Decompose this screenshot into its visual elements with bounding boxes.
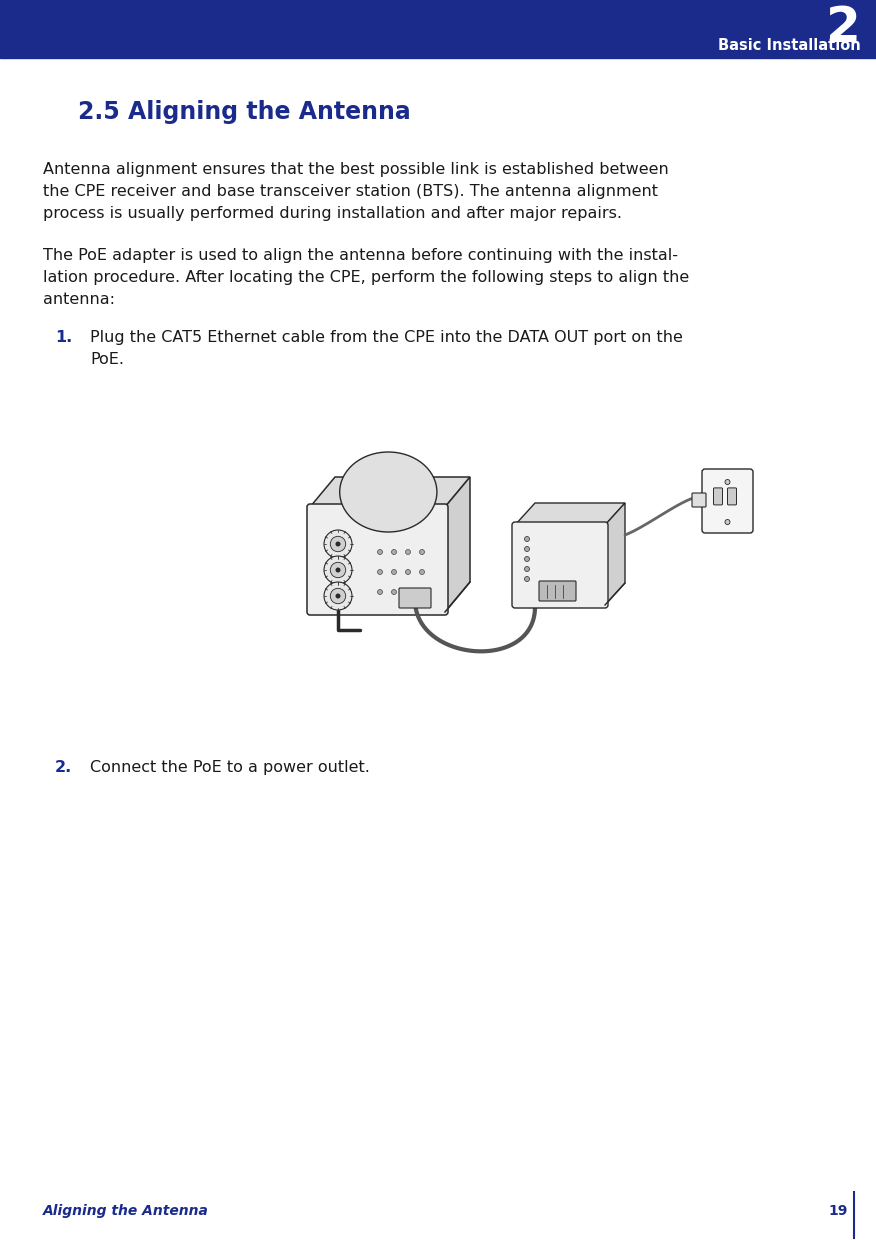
Bar [0, 0, 876, 58]
Circle shape [336, 542, 341, 547]
Circle shape [330, 536, 346, 552]
Circle shape [324, 582, 352, 610]
Text: 2: 2 [826, 4, 861, 52]
Text: 2.5 Aligning the Antenna: 2.5 Aligning the Antenna [78, 100, 411, 124]
Text: Basic Installation: Basic Installation [718, 38, 861, 53]
Text: antenna:: antenna: [43, 291, 115, 308]
Circle shape [525, 567, 529, 572]
Circle shape [420, 569, 425, 574]
FancyBboxPatch shape [539, 582, 576, 601]
Circle shape [324, 529, 352, 558]
Polygon shape [310, 477, 470, 507]
Circle shape [406, 589, 411, 594]
Text: Antenna alignment ensures that the best possible link is established between: Antenna alignment ensures that the best … [43, 162, 668, 177]
Text: Aligning the Antenna: Aligning the Antenna [43, 1204, 208, 1218]
Text: process is usually performed during installation and after major repairs.: process is usually performed during inst… [43, 206, 622, 221]
Text: Plug the CAT5 Ethernet cable from the CPE into the DATA OUT port on the: Plug the CAT5 Ethernet cable from the CP… [90, 330, 683, 345]
Circle shape [406, 549, 411, 554]
Circle shape [378, 569, 383, 574]
FancyBboxPatch shape [727, 487, 737, 505]
Circle shape [330, 562, 346, 578]
Circle shape [378, 589, 383, 594]
Polygon shape [515, 503, 625, 525]
Circle shape [324, 556, 352, 584]
Ellipse shape [340, 453, 437, 532]
FancyBboxPatch shape [307, 503, 448, 615]
FancyBboxPatch shape [399, 588, 431, 608]
Circle shape [406, 569, 411, 574]
Circle shape [392, 549, 397, 554]
Text: The PoE adapter is used to align the antenna before continuing with the instal-: The PoE adapter is used to align the ant… [43, 248, 678, 263]
Text: 1.: 1. [55, 330, 72, 345]
Circle shape [525, 577, 529, 582]
Circle shape [392, 569, 397, 574]
Polygon shape [605, 503, 625, 605]
Text: the CPE receiver and base transceiver station (BTS). The antenna alignment: the CPE receiver and base transceiver st… [43, 184, 658, 198]
Text: lation procedure. After locating the CPE, perform the following steps to align t: lation procedure. After locating the CPE… [43, 270, 689, 285]
Circle shape [378, 549, 383, 554]
Text: PoE.: PoE. [90, 352, 124, 367]
Circle shape [725, 520, 730, 525]
Circle shape [330, 588, 346, 604]
Polygon shape [445, 477, 470, 613]
Circle shape [525, 557, 529, 562]
FancyBboxPatch shape [512, 522, 608, 608]
Circle shape [725, 480, 730, 485]
FancyBboxPatch shape [702, 469, 753, 533]
Circle shape [420, 589, 425, 594]
Text: 2.: 2. [55, 760, 72, 775]
Circle shape [525, 547, 529, 552]
Circle shape [336, 594, 341, 599]
FancyBboxPatch shape [692, 494, 706, 507]
Text: 19: 19 [829, 1204, 848, 1218]
Circle shape [392, 589, 397, 594]
Circle shape [525, 537, 529, 542]
Circle shape [420, 549, 425, 554]
FancyBboxPatch shape [713, 487, 723, 505]
Circle shape [336, 568, 341, 573]
Text: Connect the PoE to a power outlet.: Connect the PoE to a power outlet. [90, 760, 370, 775]
